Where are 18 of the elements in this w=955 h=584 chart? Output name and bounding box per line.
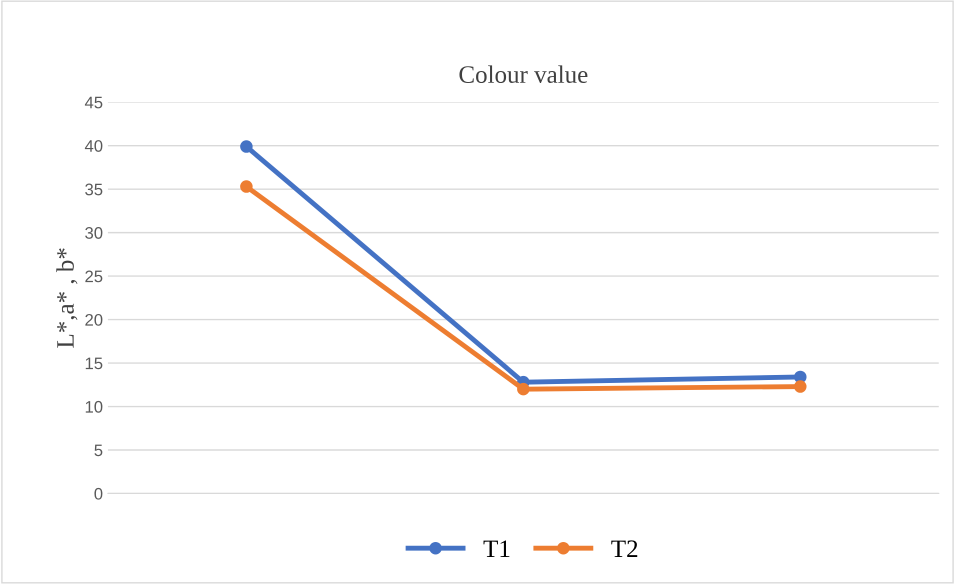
point — [794, 380, 807, 393]
y-tick-label: 20 — [85, 314, 102, 326]
y-tick-label: 30 — [85, 227, 102, 239]
point — [517, 382, 530, 396]
y-tick-label: 5 — [94, 444, 102, 456]
point — [240, 140, 253, 153]
y-tick-label: 45 — [84, 96, 102, 108]
y-axis-title: L*,a* , b* — [56, 248, 78, 348]
y-tick-label: 40 — [84, 140, 102, 152]
chart-title: Colour value — [459, 65, 588, 83]
y-tick-label: 25 — [85, 270, 102, 282]
point — [240, 180, 253, 193]
y-tick-label: 15 — [86, 358, 102, 370]
y-tick-label: 0 — [94, 488, 102, 500]
y-tick-label: 35 — [85, 184, 102, 196]
legend-label: T2 — [611, 540, 638, 557]
y-tick-label: 10 — [86, 400, 102, 413]
legend-label: T1 — [484, 540, 510, 557]
